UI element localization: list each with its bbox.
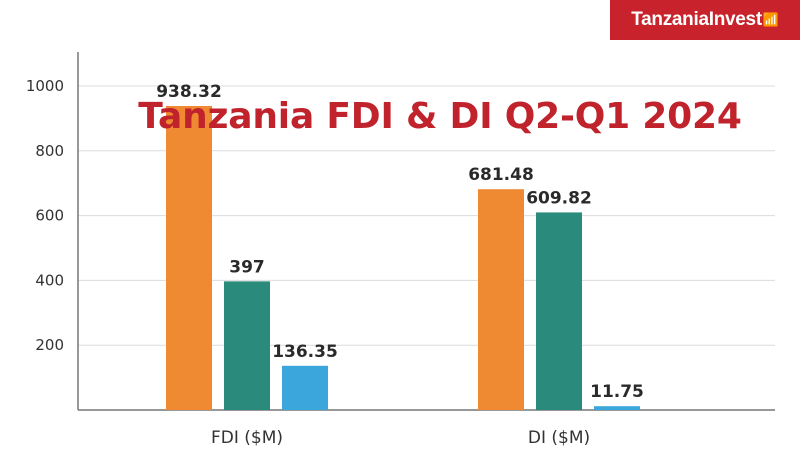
bar <box>478 189 524 410</box>
bar <box>536 212 582 410</box>
data-label: 11.75 <box>590 382 644 402</box>
y-tick-label: 200 <box>35 336 64 354</box>
bar <box>282 365 328 410</box>
data-label: 681.48 <box>468 165 534 185</box>
brand-logo: TanzaniaInvest 📶 <box>610 0 800 40</box>
bar <box>224 281 270 410</box>
data-label: 136.35 <box>272 342 338 362</box>
brand-name: TanzaniaInvest <box>631 9 762 30</box>
y-tick-label: 800 <box>35 142 64 160</box>
data-label: 938.32 <box>156 82 222 102</box>
wifi-wave-icon: 📶 <box>762 12 779 27</box>
x-category-label: FDI ($M) <box>211 428 283 448</box>
chart-title: Tanzania FDI & DI Q2-Q1 2024 <box>138 96 742 137</box>
y-tick-label: 1000 <box>26 77 64 95</box>
data-label: 609.82 <box>526 188 592 208</box>
bar <box>594 406 640 410</box>
y-tick-label: 400 <box>35 271 64 289</box>
y-tick-label: 600 <box>35 207 64 225</box>
x-category-label: DI ($M) <box>528 428 590 448</box>
bar <box>166 105 212 411</box>
data-label: 397 <box>229 257 265 277</box>
